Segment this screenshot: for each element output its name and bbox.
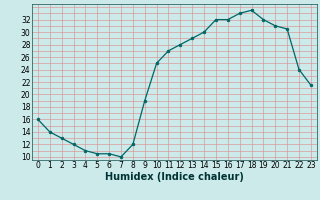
X-axis label: Humidex (Indice chaleur): Humidex (Indice chaleur) bbox=[105, 172, 244, 182]
